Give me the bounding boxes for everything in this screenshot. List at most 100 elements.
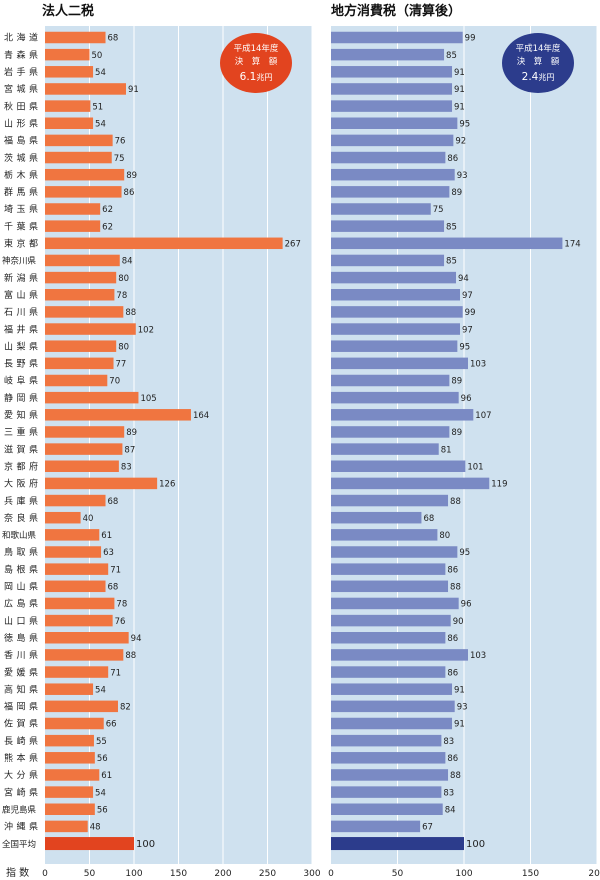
data-label: 101 [467,462,483,472]
bar [45,597,115,610]
bar [45,649,124,661]
bar [45,511,81,524]
badge-caption: 決 算 額 [235,56,278,67]
data-label: 76 [115,617,126,627]
data-label: 71 [110,668,121,678]
data-label: 48 [90,823,101,833]
category-label: 山梨県 [4,340,38,352]
chart-panel-1: 0 50 100 150 200 250 300 法人二税 68 北海道 50 青森県 54 岩手県 91 宮… [2,3,321,879]
data-label: 119 [491,480,507,490]
category-label: 広島県 [4,598,38,610]
data-label: 83 [443,788,454,798]
category-label: 島根県 [4,563,38,575]
data-label: 89 [451,377,462,387]
category-label: 秋田県 [4,100,38,112]
data-label: 84 [122,257,133,267]
bar [331,134,454,147]
x-tick-label: 300 [303,869,320,879]
data-label: 66 [106,720,117,730]
category-label: 福島県 [4,135,38,147]
badge-amount-unit: 兆円 [256,72,272,82]
bar [331,734,442,747]
data-label: 86 [447,668,458,678]
data-label: 174 [564,240,580,250]
bar [331,769,449,781]
bar [45,374,108,387]
bar [331,597,459,610]
badge-amount: 2.4兆円 [522,71,555,83]
data-label: 68 [108,34,119,44]
category-label: 北海道 [4,32,38,44]
category-label: 全国平均 [2,839,36,850]
bar [45,391,139,404]
data-label: 67 [422,823,433,833]
bar [331,494,449,507]
bar [45,717,104,730]
x-tick-label: 0 [42,869,48,879]
data-label: 78 [116,600,127,610]
bar [45,100,91,112]
x-tick-label: 150 [170,869,187,879]
data-label: 102 [138,325,154,335]
data-label: 88 [450,771,461,781]
bar [45,580,106,593]
bar [331,752,446,764]
data-label: 50 [92,51,103,61]
data-label: 93 [457,703,468,713]
data-label: 103 [470,360,486,370]
category-label: 京都府 [4,460,38,472]
bar [45,837,134,851]
category-label: 和歌山県 [2,530,37,541]
data-label: 63 [103,548,114,558]
bar [45,700,118,713]
data-label: 95 [459,342,470,352]
data-label: 95 [459,548,470,558]
data-label: 92 [455,137,466,147]
bar [331,48,445,61]
data-label: 97 [462,291,473,301]
bar [45,632,129,644]
bar [45,306,124,318]
data-label: 85 [446,51,457,61]
bar [45,66,94,78]
category-label: 山形県 [4,117,38,129]
data-label: 89 [126,428,137,438]
x-tick-label: 50 [392,869,404,879]
data-label: 68 [108,583,119,593]
chart-title: 法人二税 [42,3,94,19]
data-label: 91 [454,685,465,695]
category-label: 熊本県 [4,752,38,764]
x-tick-label: 100 [125,869,142,879]
chart-title: 地方消費税（清算後） [331,3,461,19]
bar [45,254,120,267]
data-label: 85 [446,257,457,267]
data-label: 80 [118,342,129,352]
bar [45,666,109,678]
category-label: 福井県 [4,323,38,335]
bar [45,546,102,558]
data-label: 54 [95,119,106,129]
category-label: 徳島県 [4,632,38,644]
bar [45,477,158,490]
data-label: 54 [95,788,106,798]
x-tick-label: 250 [259,869,276,879]
bar [331,306,463,318]
data-label: 80 [118,274,129,284]
category-label: 岩手県 [4,66,38,78]
bar [331,220,445,232]
category-label: 沖縄県 [4,821,38,833]
data-label: 70 [109,377,120,387]
bar [331,289,461,301]
category-label: 埼玉県 [4,203,38,215]
category-label: 鹿児島県 [2,804,37,815]
category-label: 静岡県 [4,392,38,404]
bar [45,494,106,507]
x-tick-label: 0 [328,869,334,879]
bar [45,151,112,164]
bar [331,666,446,678]
bar [331,803,443,815]
chart-panel-2: 0 50 100 150 200 地方消費税（清算後） 99 85 91 91 91 95 92 86 93… [328,3,600,879]
category-label: 石川県 [4,307,38,318]
bar [45,323,136,335]
